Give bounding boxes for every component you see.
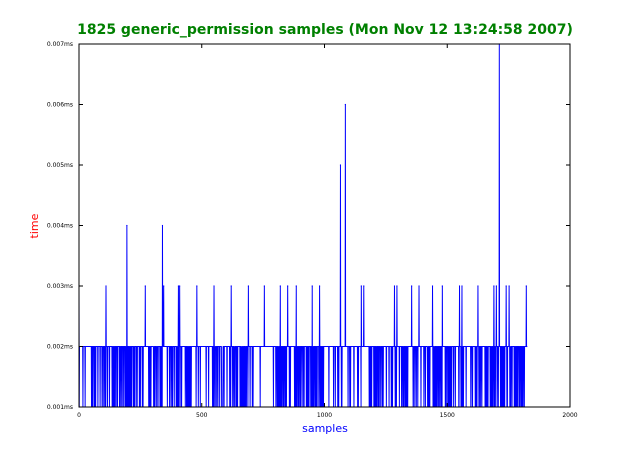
- series-point: [431, 285, 434, 287]
- series-point: [525, 285, 527, 287]
- series-point: [144, 285, 146, 287]
- x-axis-label: samples: [302, 422, 348, 435]
- series-point: [318, 285, 321, 287]
- x-tick-label: 1500: [440, 412, 455, 419]
- series-point: [177, 285, 180, 287]
- series-point: [196, 285, 198, 287]
- series-point: [161, 224, 164, 227]
- series-point: [461, 285, 463, 287]
- series-point: [295, 285, 297, 287]
- series-point: [179, 285, 181, 287]
- series-point: [441, 285, 443, 287]
- series-point: [247, 285, 249, 287]
- series-point: [396, 285, 398, 287]
- y-tick-label: 0.003ms: [47, 283, 73, 290]
- series-point: [505, 285, 507, 287]
- x-tick-label: 0: [77, 412, 81, 419]
- y-tick-label: 0.004ms: [47, 223, 73, 230]
- series-point: [363, 285, 365, 287]
- y-tick-label: 0.001ms: [47, 404, 73, 411]
- x-tick-label: 500: [196, 412, 208, 419]
- series-point: [344, 103, 346, 106]
- series-point: [213, 285, 215, 287]
- series-point: [230, 285, 232, 287]
- y-tick-label: 0.005ms: [47, 162, 73, 169]
- y-axis-label: time: [28, 213, 41, 238]
- x-tick-label: 1000: [317, 412, 332, 419]
- series-point: [526, 345, 528, 348]
- series-point: [163, 285, 165, 287]
- series-point: [393, 285, 396, 287]
- series-point: [126, 224, 128, 227]
- series-point: [263, 285, 265, 287]
- chart-title: 1825 generic_permission samples (Mon Nov…: [77, 22, 573, 38]
- series-point: [411, 285, 413, 287]
- x-tick-label: 2000: [562, 412, 577, 419]
- series-point: [360, 285, 362, 287]
- series-point: [418, 285, 420, 287]
- series-point: [105, 285, 107, 287]
- series-point: [311, 285, 313, 287]
- x-axis-ticks: 0 500 1000 1500 2000: [77, 44, 578, 419]
- series-point: [458, 285, 461, 287]
- series-point: [287, 285, 289, 287]
- y-tick-label: 0.006ms: [47, 102, 73, 109]
- series-point: [508, 285, 510, 287]
- series-point: [279, 285, 281, 287]
- series-point: [495, 285, 497, 287]
- y-tick-label: 0.007ms: [47, 41, 73, 48]
- plot-area: [79, 44, 570, 407]
- y-axis-ticks: 0.001ms 0.002ms 0.003ms 0.004ms 0.005ms 0.006…: [47, 41, 570, 411]
- series-point: [493, 285, 495, 287]
- series-point: [339, 164, 342, 166]
- y-tick-label: 0.002ms: [47, 344, 73, 351]
- series-point: [477, 285, 479, 287]
